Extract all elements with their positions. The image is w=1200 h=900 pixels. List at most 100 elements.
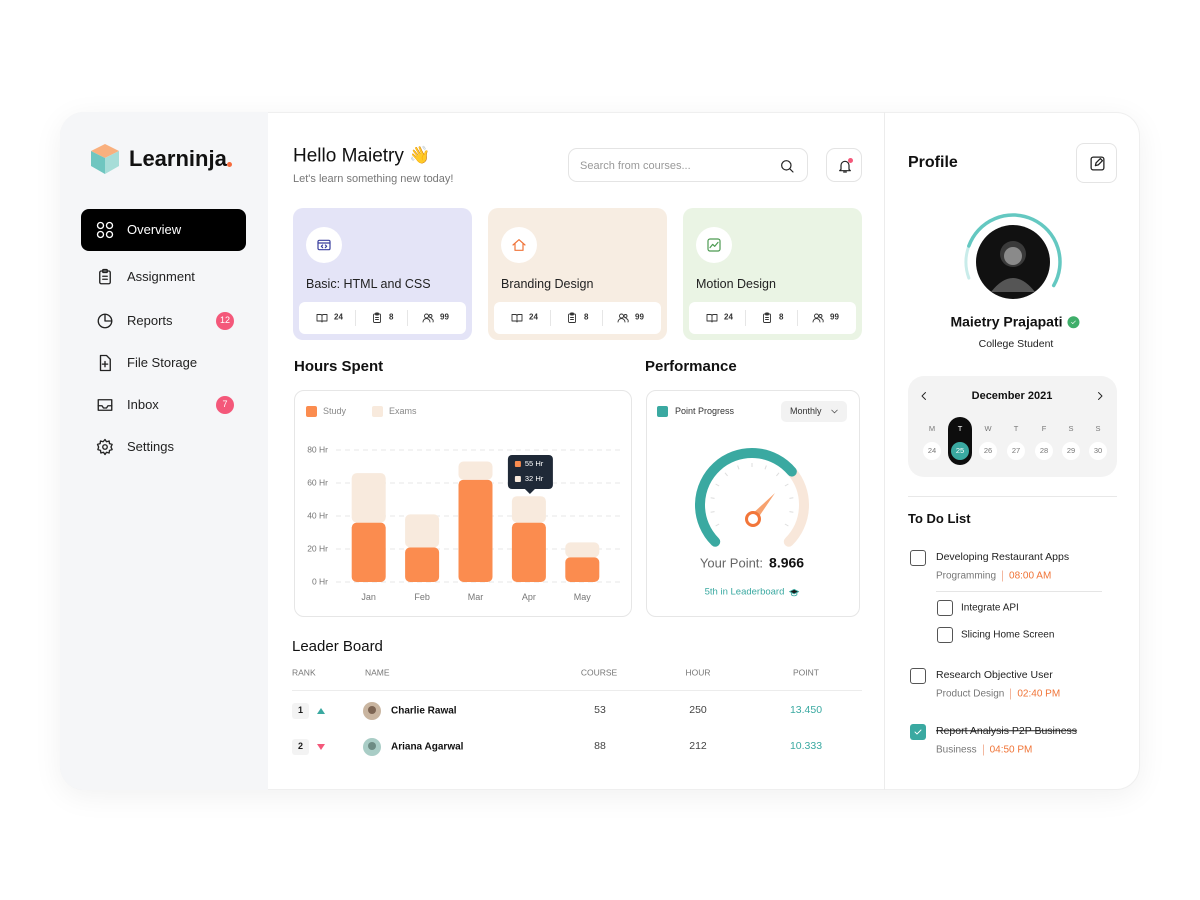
weekday-label: S — [1095, 423, 1101, 433]
x-tick-label: Jan — [361, 592, 376, 603]
menu-item[interactable]: Overview — [81, 209, 246, 251]
profile-role: College Student — [978, 338, 1054, 351]
menu-item[interactable]: Settings — [81, 426, 246, 468]
date-label: 27 — [1011, 445, 1021, 455]
verified-badge — [1067, 315, 1080, 328]
rank-icon-part — [790, 592, 798, 597]
column-header: COURSE — [580, 667, 618, 678]
stat-divider — [797, 310, 798, 326]
stat-icon-part — [570, 317, 574, 320]
stat-value: 24 — [724, 312, 733, 322]
stat-divider — [550, 310, 551, 326]
rank-icon — [788, 588, 799, 597]
course-icon-part — [317, 239, 331, 251]
x-tick-label: May — [573, 592, 591, 603]
menu-badge-count: 12 — [219, 315, 231, 326]
menu-icon-part — [102, 444, 108, 450]
search-placeholder: Search from courses... — [580, 159, 691, 172]
right-panel-divider — [884, 112, 885, 790]
stat-icon-part — [375, 317, 379, 320]
menu-icon-part — [104, 313, 113, 322]
column-header: RANK — [292, 667, 316, 678]
date-circle[interactable] — [1062, 442, 1080, 460]
y-tick-label: 80 Hr — [307, 444, 328, 455]
menu-item[interactable]: File Storage — [81, 342, 246, 384]
todo-checkbox[interactable] — [910, 668, 926, 684]
calendar-prev[interactable] — [918, 390, 930, 402]
date-label: 30 — [1093, 445, 1103, 455]
date-label: 25 — [955, 445, 965, 455]
user-course: 53 — [594, 704, 606, 717]
todo-checkbox[interactable] — [910, 724, 926, 740]
course-card[interactable]: Basic: HTML and CSS 24 8 99 — [293, 208, 472, 340]
brand-logo — [91, 144, 119, 174]
edit-profile-button[interactable] — [1076, 143, 1117, 183]
notification-button[interactable] — [826, 148, 862, 182]
todo-item-title: Report Analysis P2P Business — [936, 725, 1078, 738]
user-course: 88 — [594, 740, 606, 753]
todo-divider — [936, 591, 1102, 592]
calendar-next[interactable] — [1094, 390, 1106, 402]
course-icon — [512, 239, 526, 251]
course-card[interactable]: Branding Design 24 8 99 — [488, 208, 667, 340]
stat-divider — [407, 310, 408, 326]
menu-badge: 7 — [216, 396, 234, 414]
stat-icon-part — [623, 314, 628, 318]
course-icon-part — [707, 238, 721, 252]
stat-icon-part — [424, 313, 429, 319]
stat-value: 8 — [389, 312, 394, 322]
menu-icon-part — [96, 438, 113, 456]
checkbox-tick — [914, 729, 922, 735]
date-circle[interactable] — [951, 442, 969, 460]
menu-item[interactable]: Inbox 7 — [81, 384, 246, 426]
user-point: 13.450 — [789, 704, 823, 717]
user-point: 10.333 — [789, 740, 823, 753]
stat-divider — [355, 310, 356, 326]
rank-number: 1 — [297, 705, 304, 716]
menu-icon-part — [97, 399, 113, 411]
search-box[interactable]: Search from courses... — [568, 148, 808, 182]
leaderboard-rank: 5th in Leaderboard — [704, 586, 800, 599]
edit-icon-part — [1094, 157, 1104, 167]
menu-item[interactable]: Reports 12 — [81, 300, 246, 342]
stat-icon-part — [765, 312, 769, 316]
date-circle[interactable] — [1007, 442, 1025, 460]
rank-text: 5th in Leaderboard — [704, 586, 785, 598]
weekday-label: T — [957, 423, 963, 433]
todo-checkbox[interactable] — [937, 627, 953, 643]
stat-icon — [617, 313, 629, 323]
course-title: Basic: HTML and CSS — [306, 277, 431, 292]
stat-icon-part — [625, 318, 629, 323]
todo-item-title: Developing Restaurant Apps — [936, 551, 1070, 564]
todo-checkbox[interactable] — [910, 550, 926, 566]
date-label: 26 — [983, 445, 993, 455]
chart-title: Hours Spent — [294, 357, 384, 375]
course-card[interactable]: Motion Design 24 8 99 — [683, 208, 862, 340]
menu-icon-part — [105, 221, 114, 230]
menu-icon — [99, 354, 111, 372]
column-header: NAME — [365, 667, 390, 678]
date-circle[interactable] — [1035, 442, 1053, 460]
date-label: 24 — [927, 445, 937, 455]
subtask-title: Integrate API — [961, 602, 1019, 614]
menu-item[interactable]: Assignment — [81, 256, 246, 298]
user-hour: 212 — [689, 740, 707, 753]
leaderboard-divider — [292, 690, 862, 691]
menu-label: Settings — [127, 438, 174, 454]
course-stats: 24 8 99 — [689, 302, 856, 334]
menu-icon-part — [96, 221, 105, 230]
period-dropdown[interactable]: Monthly — [781, 401, 847, 422]
menu-icon-part — [105, 230, 114, 239]
date-circle[interactable] — [979, 442, 997, 460]
todo-checkbox[interactable] — [937, 600, 953, 616]
menu-icon-part — [101, 360, 109, 368]
logo-face-right — [105, 151, 119, 174]
date-circle[interactable] — [1089, 442, 1107, 460]
y-tick-label: 0 Hr — [311, 576, 328, 587]
date-label: 28 — [1039, 445, 1049, 455]
date-circle[interactable] — [923, 442, 941, 460]
x-tick-label: Apr — [521, 592, 536, 603]
stat-value: 8 — [779, 312, 784, 322]
stat-icon-part — [619, 313, 624, 319]
greeting-emoji: 👋 — [409, 145, 431, 165]
